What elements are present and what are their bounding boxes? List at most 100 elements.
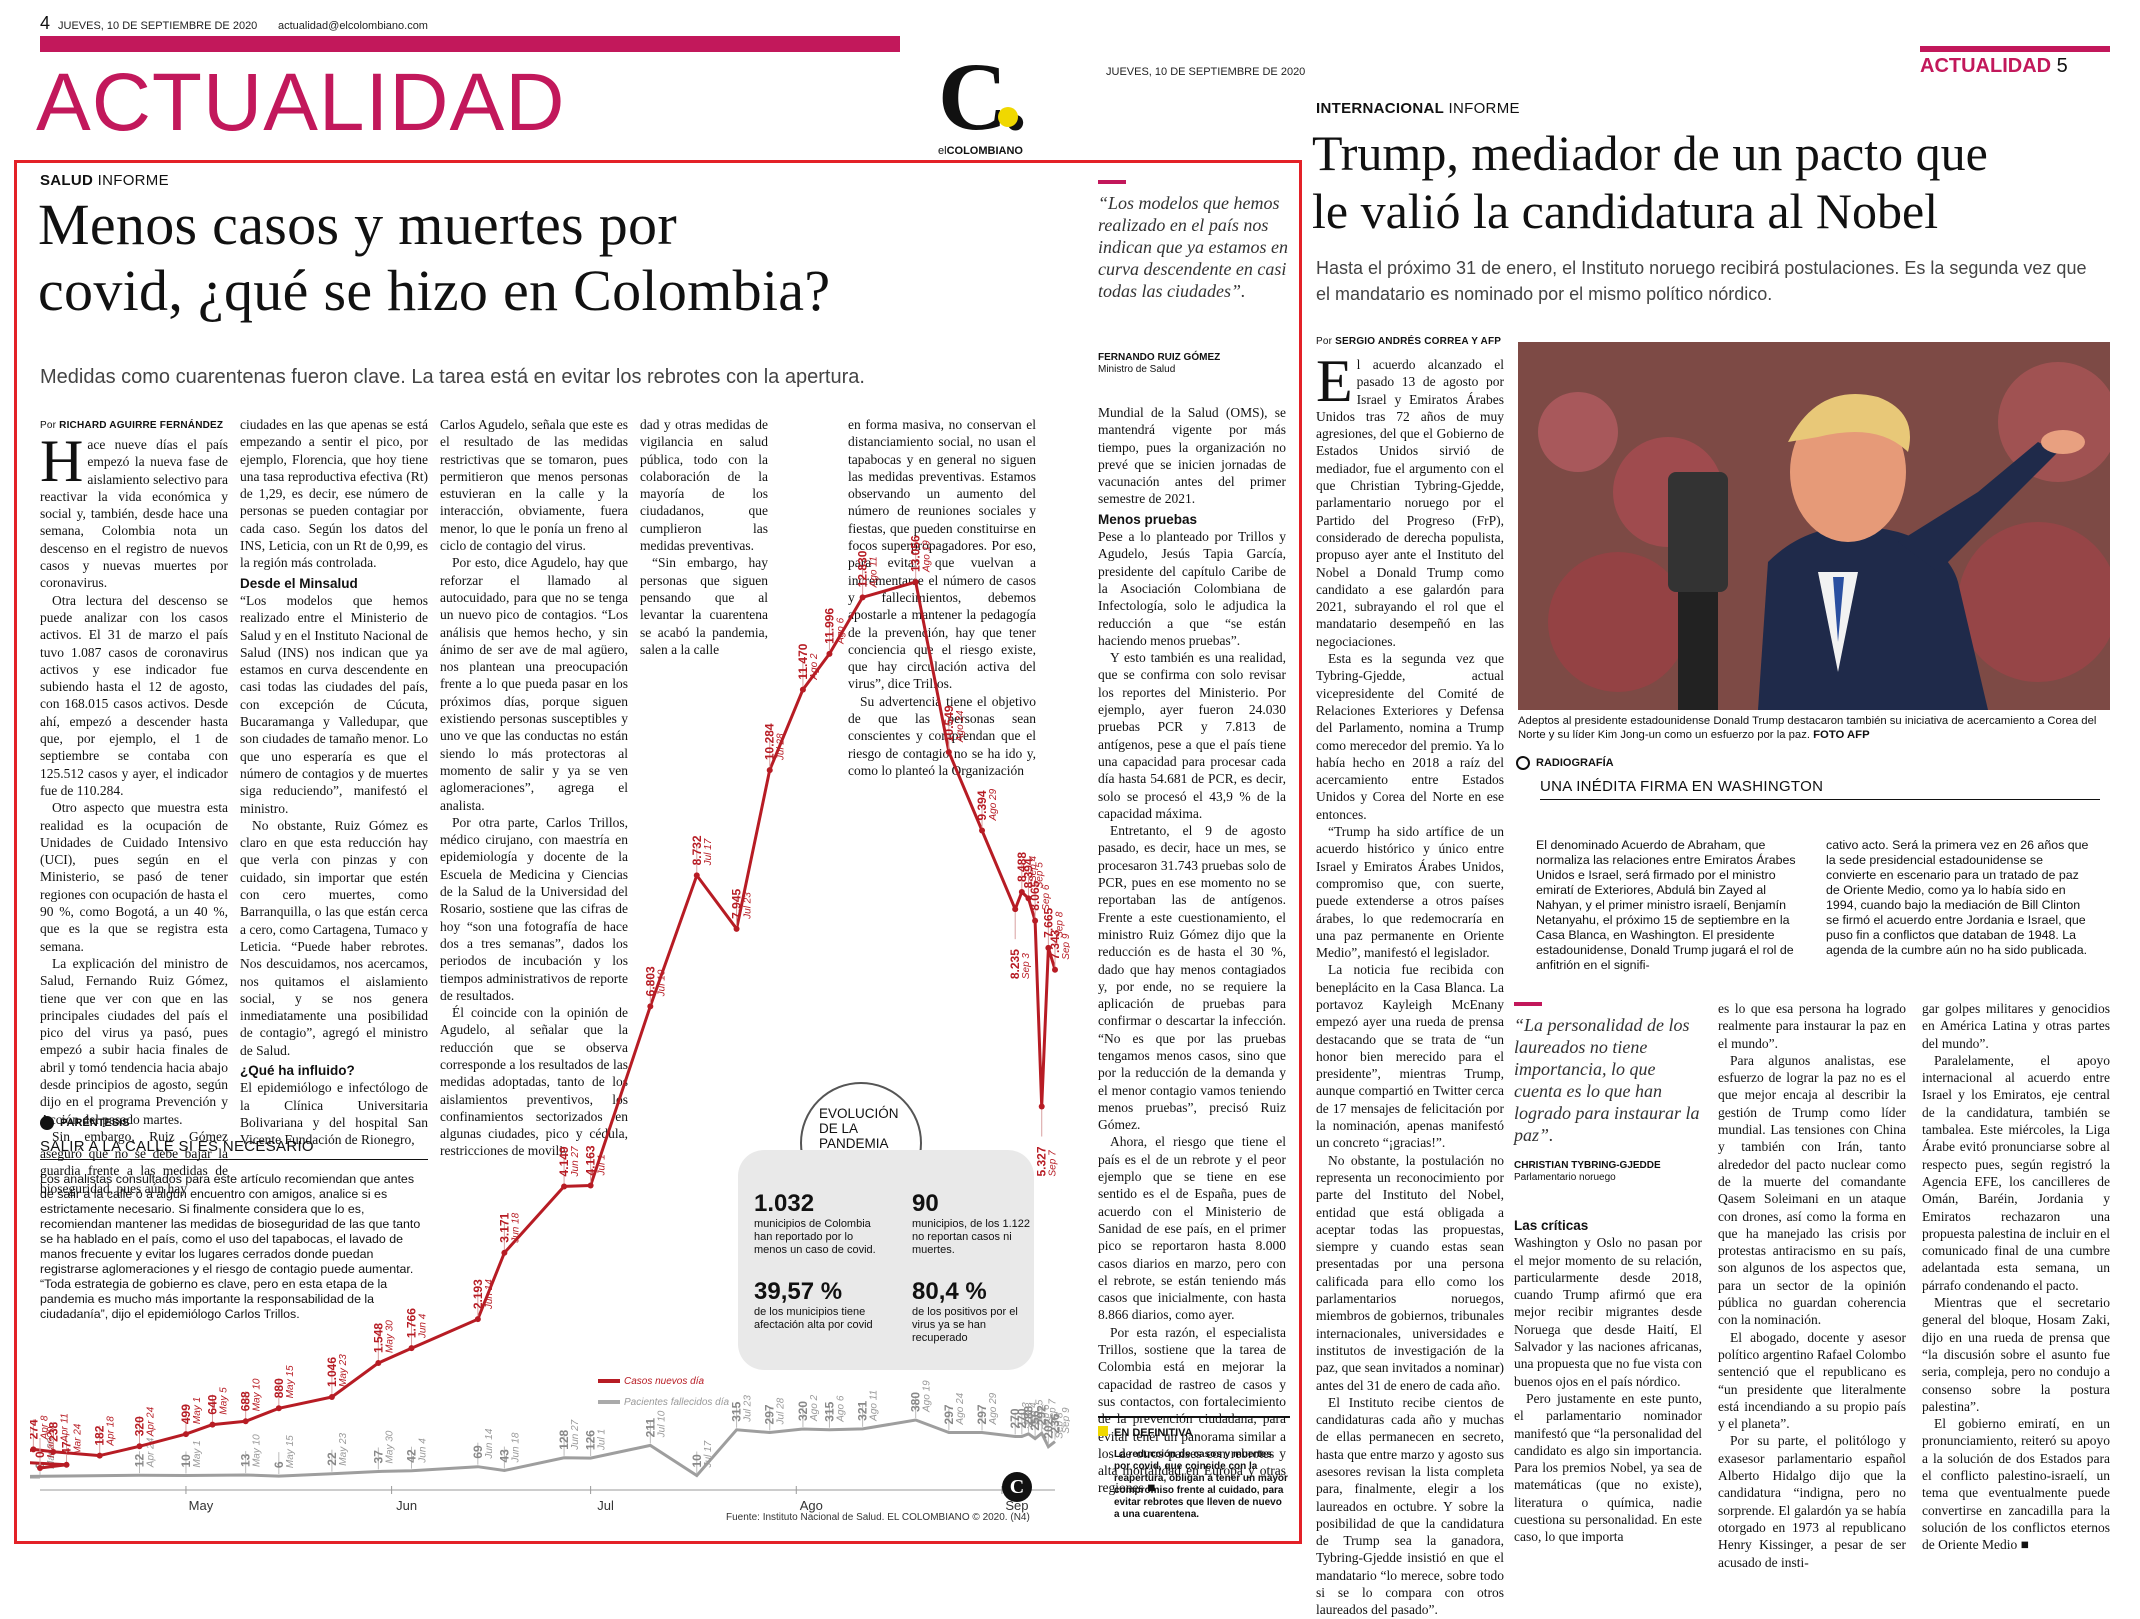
parentesis-icon [40,1116,54,1130]
deaths-date-label: Jul 1 [597,1429,608,1451]
cases-date-label: Jul 28 [776,733,787,761]
cases-point [1025,895,1032,902]
x-month-label: May [189,1498,214,1513]
deaths-data-label: 320 [796,1401,810,1421]
cases-data-label: 10.284 [763,723,777,760]
deaths-date-label: Sep 7 [1048,1399,1059,1426]
right-section-bar [1920,46,2110,52]
cases-data-label: 8.732 [690,835,704,865]
cases-date-label: Ago 29 [988,788,999,821]
definitiva-text: La reducción de casos y muertes por covi… [1114,1449,1288,1520]
legend-cases-label: Casos nuevos día [624,1376,705,1387]
left-col4: dad y otras medidas de vigilancia en sal… [640,417,768,657]
deaths-data-label: 13 [239,1453,253,1467]
right-col4: gar golpes militares y genocidios en Amé… [1922,1001,2110,1553]
section-bar [40,36,900,52]
deaths-date-label: Sep 5 [1034,1399,1045,1426]
deaths-data-label: 380 [909,1392,923,1412]
deaths-date-label: Jun 14 [484,1428,495,1459]
cases-point [1032,917,1039,924]
cases-point [242,1418,249,1425]
cases-point [561,1183,568,1190]
deaths-date-label: Jul 28 [776,1397,787,1425]
cases-data-label: 11.996 [822,608,836,644]
cases-date-label: May 10 [252,1378,263,1411]
stat-2: 90 municipios, de los 1.122 no reportan c… [912,1190,1031,1256]
deaths-date-label: Ago 6 [835,1395,846,1423]
left-col5: en forma masiva, no conservan el distanc… [848,417,1036,778]
x-month-label: Jul [597,1498,614,1513]
cases-data-label: 6.803 [643,966,657,996]
cases-data-label: 8.065 [1028,880,1042,910]
chart-source: Fuente: Instituto Nacional de Salud. EL … [726,1512,1030,1523]
cases-data-label: 238 [46,1422,60,1442]
deaths-data-label: 37 [371,1450,385,1464]
right-headline: Trump, mediador de un pacto que le valió… [1312,125,1988,239]
right-quote-rule [1514,1002,1542,1006]
radiografia-box: RADIOGRAFÍA UNA INÉDITA FIRMA EN WASHING… [1516,756,2112,972]
deaths-data-label: 42 [405,1449,419,1463]
left-col2: ciudades en las que apenas se está empez… [240,417,428,1148]
cases-point [408,1345,415,1352]
deaths-data-label: 297 [942,1404,956,1424]
stat-4: 80,4 % de los positivos por el virus ya s… [912,1278,1018,1344]
parentesis-box: PARÉNTESIS SALIR A LA CALLE SI ES NECESA… [40,1116,428,1322]
deaths-date-label: Sep 6 [1041,1404,1052,1431]
cases-point [979,827,986,834]
logo-dot [998,107,1018,127]
cases-data-label: 3.171 [497,1212,511,1242]
cases-point [587,1182,594,1189]
legend-cases-swatch [598,1379,620,1384]
cases-point [136,1443,143,1450]
deaths-date-label: May 1 [192,1440,203,1467]
radiografia-icon [1516,756,1530,770]
deaths-data-label: 10 [179,1454,193,1468]
cases-date-label: Mar 24 [73,1423,84,1455]
deaths-data-label: 236 [1048,1413,1062,1433]
right-quote-role: Parlamentario noruego [1514,1172,1616,1183]
cases-point [859,594,866,601]
cases-point [912,579,919,585]
cases-point [647,1003,654,1010]
cases-data-label: 274 [30,1419,40,1439]
cases-point [1018,888,1025,895]
deaths-date-label: Jul 10 [656,1410,667,1438]
deaths-data-label: 211 [643,1418,657,1438]
deaths-data-label: 288 [1021,1405,1035,1425]
deaths-data-label: 315 [822,1401,836,1421]
definitiva-box: EN DEFINITIVA La reducción de casos y mu… [1098,1416,1290,1534]
cases-point [945,749,952,756]
deaths-date-label: May 30 [384,1430,395,1463]
deaths-data-label: 10 [690,1454,704,1468]
deaths-date-label: Jun 4 [418,1438,429,1464]
right-subhead: Hasta el próximo 31 de enero, el Institu… [1316,258,2087,304]
deaths-date-label: Jun 18 [510,1432,521,1463]
deaths-data-label: 321 [856,1401,870,1421]
deaths-date-label: Sep 4 [1028,1402,1039,1429]
cases-date-label: Ago 11 [869,556,880,588]
parentesis-label: PARÉNTESIS [40,1116,428,1130]
cases-data-label: 7.665 [1041,907,1055,937]
cases-data-label: 320 [133,1416,147,1436]
deaths-date-label: Jul 23 [743,1395,754,1423]
right-col3: es lo que esa persona ha logrado realmen… [1718,1001,1906,1570]
deaths-data-label: 270 [1008,1408,1022,1428]
deaths-data-label: 270 [1015,1408,1029,1428]
cases-point [275,1405,282,1412]
cases-data-label: 1.548 [371,1323,385,1353]
deaths-date-label: Ago 2 [809,1394,820,1422]
cases-date-label: Sep 9 [1061,933,1070,960]
cases-point [37,1465,43,1471]
cases-point [209,1421,216,1428]
cases-date-label: May 1 [192,1397,203,1424]
left-subhead: Medidas como cuarentenas fueron clave. L… [40,366,865,388]
cases-date-label: Jul 10 [656,969,667,997]
cases-data-label: 4.163 [584,1145,598,1175]
cases-point [30,1446,37,1453]
cases-date-label: Sep 7 [1048,1150,1059,1177]
cases-point [474,1316,481,1323]
cases-date-label: Ago 2 [809,653,820,681]
cases-point [1038,1103,1045,1110]
legend-deaths-swatch [598,1400,620,1405]
cases-date-label: Jun 4 [418,1313,429,1339]
